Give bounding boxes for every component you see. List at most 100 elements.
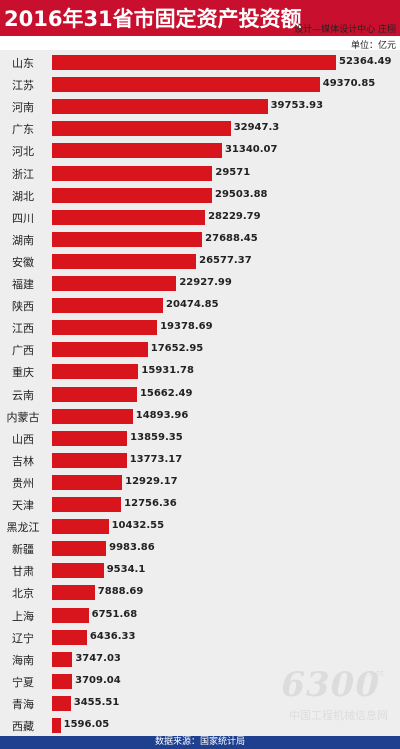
value-label: 15662.49 bbox=[139, 387, 193, 399]
category-label: 安徽 bbox=[12, 255, 34, 269]
value-label: 17652.95 bbox=[150, 343, 204, 355]
bar bbox=[52, 519, 109, 535]
bar-row: 陕西 20474.85 bbox=[0, 295, 400, 317]
chart-title: 2016年31省市固定资产投资额 bbox=[4, 7, 302, 31]
category-label: 北京 bbox=[12, 587, 34, 601]
bar bbox=[52, 320, 158, 336]
bar-row: 黑龙江 10432.55 bbox=[0, 516, 400, 538]
bar-row: 内蒙古 14893.96 bbox=[0, 406, 400, 428]
bar bbox=[52, 143, 222, 159]
watermark-number: 6300 bbox=[281, 665, 380, 705]
bar-row: 山东 52364.49 bbox=[0, 52, 400, 74]
value-label: 10432.55 bbox=[111, 520, 165, 532]
value-label: 26577.37 bbox=[199, 254, 252, 266]
value-label: 39753.93 bbox=[270, 100, 324, 112]
value-label: 3455.51 bbox=[73, 696, 120, 708]
category-label: 陕西 bbox=[12, 300, 34, 314]
value-label: 1596.05 bbox=[63, 719, 110, 730]
bar bbox=[52, 187, 212, 203]
value-label: 29571 bbox=[215, 166, 251, 178]
category-label: 宁夏 bbox=[12, 675, 34, 689]
bar bbox=[52, 165, 213, 181]
bar bbox=[52, 253, 197, 269]
bar-row: 山西 13859.35 bbox=[0, 428, 400, 450]
value-label: 49370.85 bbox=[322, 78, 376, 90]
watermark-suffix: .net bbox=[366, 669, 384, 679]
bar bbox=[52, 585, 95, 601]
watermark-text: 中国工程机械信息网 bbox=[289, 709, 388, 722]
bar bbox=[52, 342, 148, 358]
bar-row: 新疆 9983.86 bbox=[0, 538, 400, 560]
bar bbox=[52, 276, 177, 291]
category-label: 广东 bbox=[12, 123, 34, 137]
value-label: 9983.86 bbox=[109, 542, 155, 554]
bar bbox=[52, 673, 73, 689]
footer-bar: 数据来源：国家统计局 bbox=[0, 736, 400, 749]
bar bbox=[52, 629, 87, 645]
value-label: 22927.99 bbox=[179, 277, 232, 288]
bar bbox=[52, 541, 107, 557]
value-label: 6751.68 bbox=[91, 608, 138, 620]
bar-row: 江苏 49370.85 bbox=[0, 74, 400, 96]
bar-row: 贵州 12929.17 bbox=[0, 472, 400, 494]
bar bbox=[52, 99, 268, 115]
bar bbox=[52, 121, 231, 137]
category-label: 上海 bbox=[12, 609, 34, 623]
category-label: 河南 bbox=[12, 101, 34, 115]
bar bbox=[52, 364, 139, 380]
bar-row: 天津 12756.36 bbox=[0, 494, 400, 516]
bar-row: 广东 32947.3 bbox=[0, 118, 400, 140]
bar-row: 河南 39753.93 bbox=[0, 96, 400, 118]
category-label: 浙江 bbox=[12, 167, 34, 181]
bar bbox=[52, 231, 203, 247]
value-label: 27688.45 bbox=[205, 232, 258, 244]
value-label: 9534.1 bbox=[106, 564, 146, 576]
category-label: 云南 bbox=[12, 388, 34, 402]
bar-row: 宁夏 3709.04 bbox=[0, 671, 400, 693]
bar bbox=[52, 718, 61, 733]
bar bbox=[52, 77, 320, 93]
category-label: 海南 bbox=[12, 653, 34, 667]
category-label: 河北 bbox=[12, 145, 34, 159]
bar bbox=[52, 563, 104, 579]
category-label: 湖南 bbox=[12, 233, 34, 247]
category-label: 青海 bbox=[12, 697, 34, 711]
value-label: 14893.96 bbox=[135, 409, 189, 421]
unit-label: 单位：亿元 bbox=[350, 41, 396, 51]
value-label: 29503.88 bbox=[215, 188, 268, 200]
bar-row: 海南 3747.03 bbox=[0, 649, 400, 671]
value-label: 3747.03 bbox=[75, 652, 121, 664]
category-label: 贵州 bbox=[12, 476, 34, 490]
bar-row: 甘肃 9534.1 bbox=[0, 560, 400, 582]
bar bbox=[52, 408, 133, 424]
value-label: 15931.78 bbox=[141, 365, 194, 377]
category-label: 黑龙江 bbox=[6, 521, 40, 535]
bar-row: 四川 28229.79 bbox=[0, 207, 400, 229]
category-label: 新疆 bbox=[12, 543, 34, 557]
bar bbox=[52, 452, 127, 468]
bar-row: 辽宁 6436.33 bbox=[0, 627, 400, 649]
value-label: 31340.07 bbox=[224, 144, 278, 156]
bar-row: 重庆 15931.78 bbox=[0, 361, 400, 383]
source-text: 数据来源：国家统计局 bbox=[154, 737, 245, 747]
value-label: 19378.69 bbox=[160, 321, 213, 333]
bar bbox=[52, 430, 128, 446]
bar bbox=[52, 55, 336, 70]
bar bbox=[52, 474, 123, 490]
bar bbox=[52, 209, 206, 225]
bar-row: 浙江 29571 bbox=[0, 163, 400, 185]
category-label: 甘肃 bbox=[12, 565, 34, 579]
category-label: 江西 bbox=[12, 322, 34, 336]
bar bbox=[52, 607, 89, 623]
category-label: 吉林 bbox=[12, 454, 34, 468]
bar-row: 云南 15662.49 bbox=[0, 384, 400, 406]
category-label: 湖北 bbox=[12, 189, 34, 203]
category-label: 天津 bbox=[12, 499, 34, 512]
bar bbox=[52, 497, 122, 512]
value-label: 32947.3 bbox=[233, 122, 280, 134]
category-label: 重庆 bbox=[12, 366, 34, 380]
bar-row: 西藏 1596.05 bbox=[0, 715, 400, 737]
category-label: 内蒙古 bbox=[6, 410, 40, 424]
watermark-logo: 6300 .net 中国工程机械信息网 bbox=[262, 665, 392, 725]
bar bbox=[52, 386, 137, 402]
